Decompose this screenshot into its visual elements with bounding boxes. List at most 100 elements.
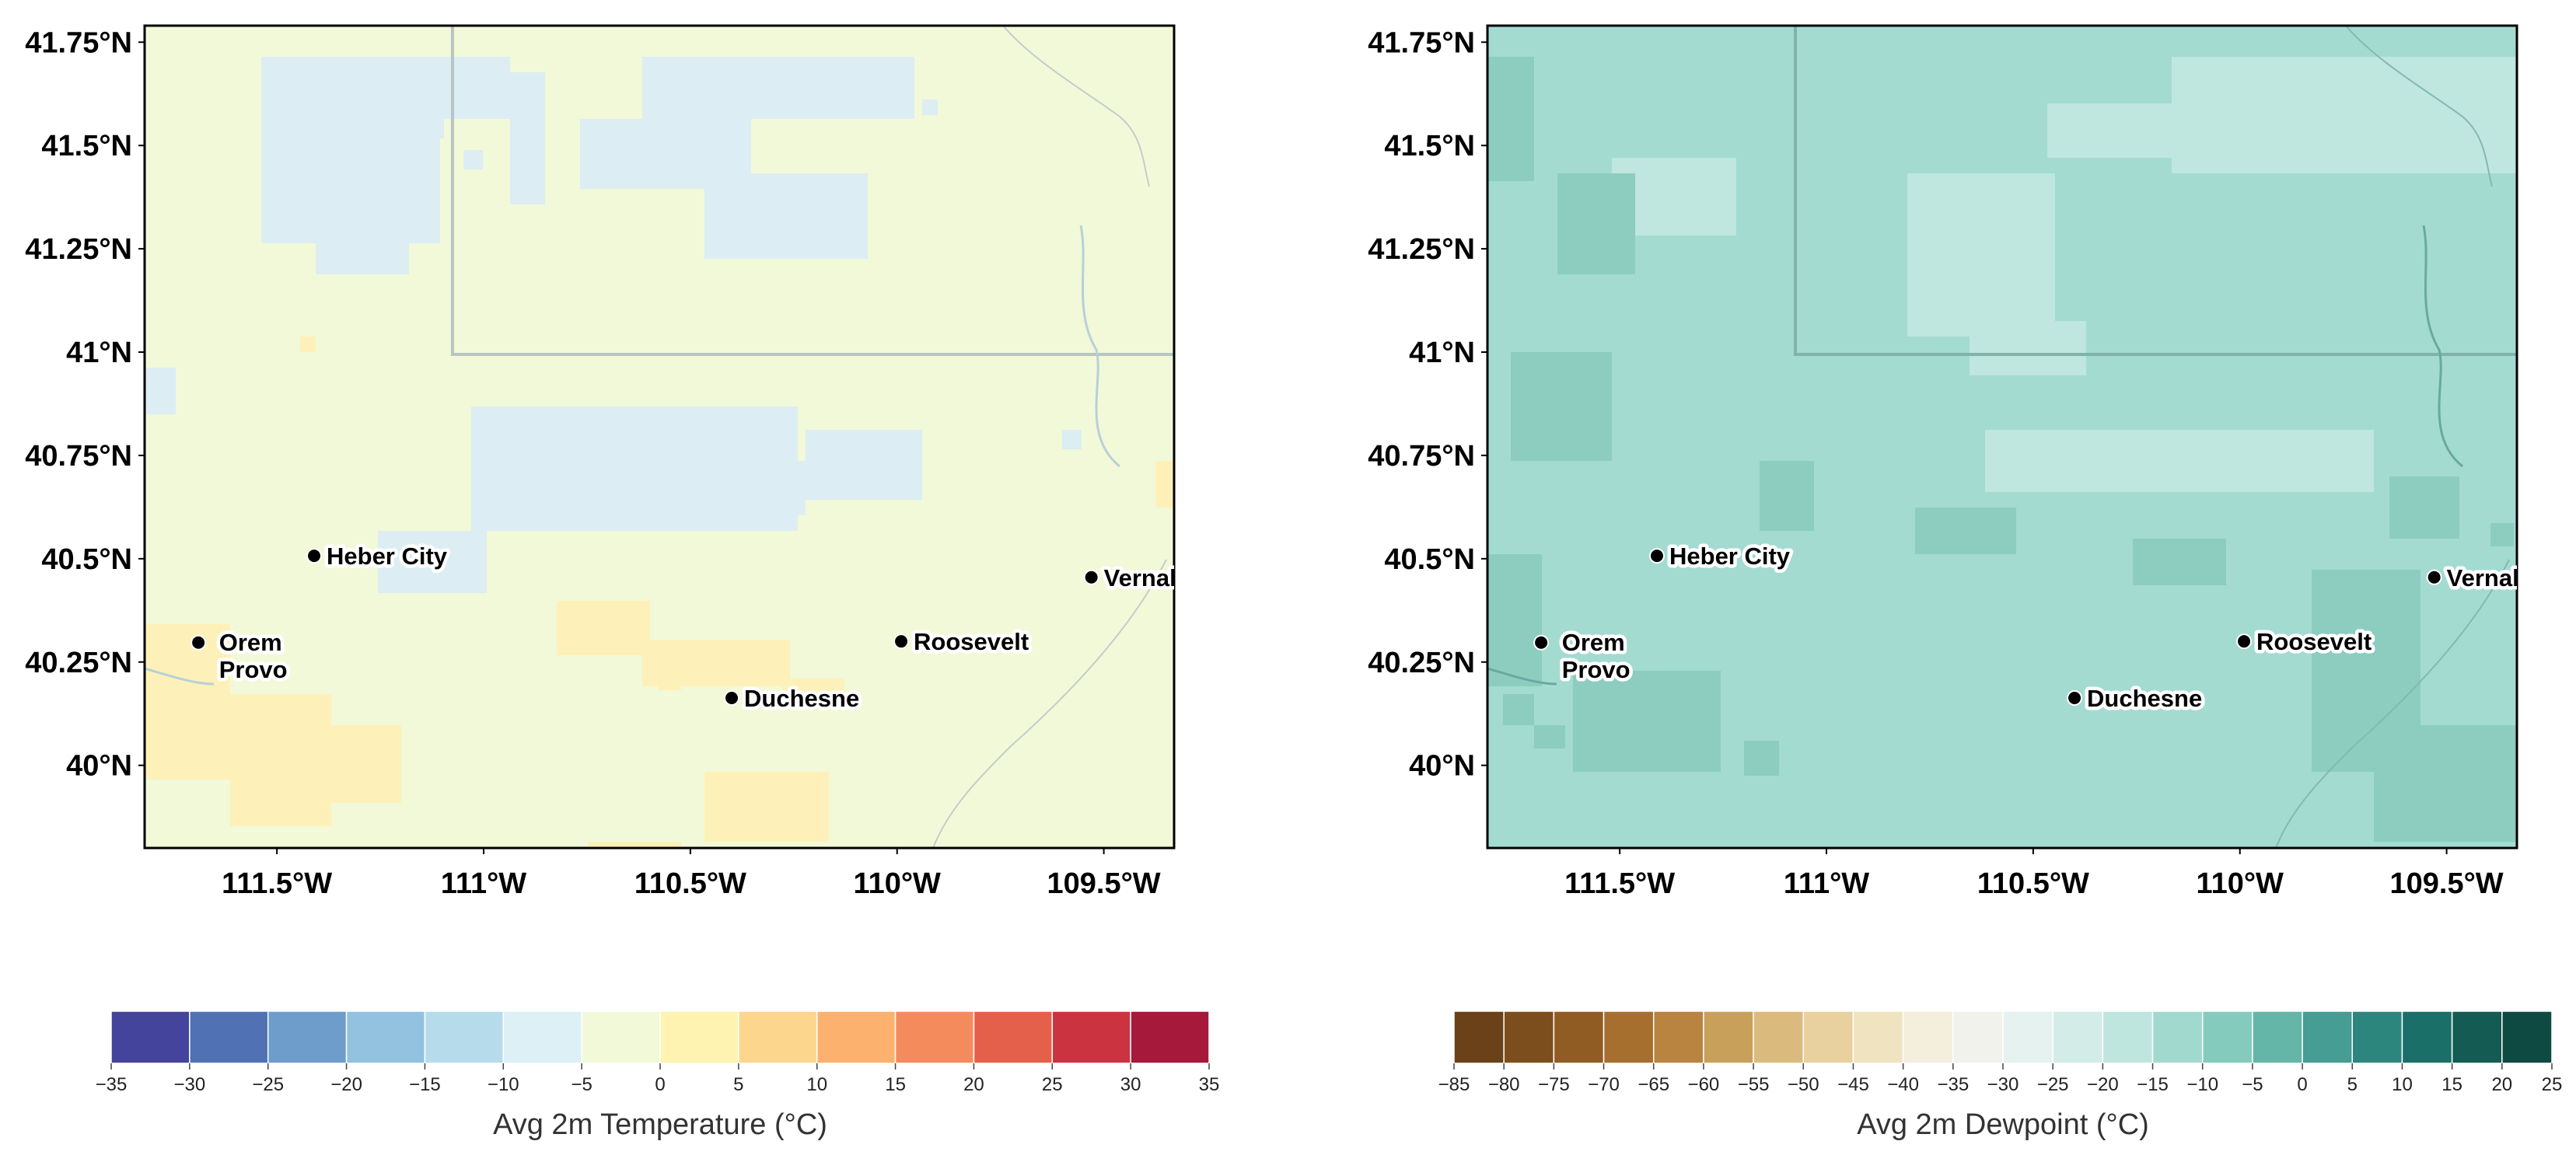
field-patch xyxy=(588,842,681,848)
colorbar-swatch xyxy=(110,1010,190,1064)
colorbar-tick-label: −60 xyxy=(1688,1074,1720,1095)
city-label: Vernal xyxy=(2447,564,2519,591)
colorbar-tick-label: −15 xyxy=(409,1074,441,1095)
colorbar-swatch xyxy=(1553,1010,1605,1064)
lon-tick-label: 111°W xyxy=(441,867,526,900)
field-patch xyxy=(2133,539,2226,585)
city-marker xyxy=(1649,548,1665,564)
colorbar-swatch xyxy=(738,1010,818,1064)
colorbar-tick-label: −20 xyxy=(2087,1074,2119,1095)
city-label: Orem xyxy=(219,629,282,656)
dewpoint-lat-ticks: 41.75°N 41.5°N 41.25°N 41°N 40.75°N 40.5°N 40.… xyxy=(1368,26,1487,783)
field-patch xyxy=(510,72,545,204)
colorbar-swatch xyxy=(1902,1010,1954,1064)
lat-tick-label: 41.75°N xyxy=(25,26,132,59)
lon-tick-label: 111.5°W xyxy=(222,867,332,900)
colorbar-swatch xyxy=(659,1010,739,1064)
colorbar-swatch xyxy=(502,1010,582,1064)
city-label: Heber City xyxy=(1669,543,1791,570)
colorbar-tick-label: −35 xyxy=(96,1074,128,1095)
lat-tick-label: 40.75°N xyxy=(25,440,132,473)
colorbar-tick-label: −10 xyxy=(488,1074,519,1095)
lon-tick-label: 109.5°W xyxy=(2390,867,2504,900)
colorbar-swatch xyxy=(2302,1010,2354,1064)
lat-tick-label: 41.25°N xyxy=(25,233,132,266)
city-label: Heber City xyxy=(327,543,448,570)
field-patch xyxy=(1557,173,1635,274)
colorbar-swatch xyxy=(1503,1010,1555,1064)
city-marker xyxy=(724,690,740,707)
field-patch xyxy=(782,679,844,710)
colorbar-tick-label: 15 xyxy=(885,1074,906,1095)
field-patch xyxy=(2156,445,2335,484)
colorbar-swatch xyxy=(894,1010,975,1064)
field-patch xyxy=(1511,352,1612,461)
city-marker xyxy=(190,634,207,651)
colorbar-swatch xyxy=(2401,1010,2453,1064)
temperature-colorbar: −35 −30 −25 −20 −15 −10 −5 0 5 10 15 20 25 30 35 Avg 2m… xyxy=(96,1010,1219,1141)
field-patch xyxy=(704,173,868,259)
field-patch xyxy=(557,601,650,655)
colorbar-label: Avg 2m Temperature (°C) xyxy=(493,1108,827,1141)
field-patch xyxy=(1062,430,1082,449)
city-marker xyxy=(893,633,910,650)
lon-tick-label: 110°W xyxy=(2197,867,2284,900)
colorbar-tick-label: 25 xyxy=(1042,1074,1063,1095)
lat-tick-label: 41.75°N xyxy=(1368,26,1475,59)
lon-tick-label: 110°W xyxy=(854,867,942,900)
field-patch xyxy=(642,57,914,119)
field-patch xyxy=(704,772,829,842)
colorbar-tick-label: 30 xyxy=(1120,1074,1141,1095)
field-patch xyxy=(230,694,331,826)
colorbar-swatch xyxy=(2151,1010,2204,1064)
lat-tick-label: 40.25°N xyxy=(1368,647,1475,679)
field-patch xyxy=(922,99,938,115)
field-patch xyxy=(1534,725,1565,749)
lon-tick-label: 111.5°W xyxy=(1564,867,1675,900)
colorbar-tick-label: −10 xyxy=(2186,1074,2218,1095)
lat-tick-label: 41.5°N xyxy=(1384,130,1475,162)
colorbar-swatch xyxy=(1453,1010,1505,1064)
temperature-lat-ticks: 41.75°N 41.5°N 41.25°N 41°N 40.75°N 40.5°N 40.… xyxy=(25,26,145,783)
colorbar-swatch xyxy=(1130,1010,1210,1064)
colorbar-swatch xyxy=(267,1010,348,1064)
field-patch xyxy=(1487,554,1542,686)
colorbar-swatch xyxy=(2501,1010,2553,1064)
colorbar-tick-label: −45 xyxy=(1837,1074,1869,1095)
field-patch xyxy=(378,57,510,119)
colorbar-label: Avg 2m Dewpoint (°C) xyxy=(1857,1108,2149,1141)
field-patch xyxy=(145,368,176,414)
colorbar-tick-label: 5 xyxy=(2347,1074,2358,1095)
field-patch xyxy=(145,624,230,780)
field-patch xyxy=(300,337,316,352)
field-patch xyxy=(331,725,401,803)
dewpoint-map-frame xyxy=(1486,24,2518,850)
colorbar-swatch xyxy=(1753,1010,1805,1064)
colorbar-swatch xyxy=(1802,1010,1854,1064)
field-patch xyxy=(1573,671,1721,772)
colorbar-swatch xyxy=(1952,1010,2004,1064)
field-patch xyxy=(463,150,483,169)
dewpoint-map-panel: 41.75°N 41.5°N 41.25°N 41°N 40.75°N 40.5°N 40.… xyxy=(1368,24,2519,900)
colorbar-swatch xyxy=(345,1010,426,1064)
city-marker xyxy=(2236,633,2253,650)
temperature-map-panel: 41.75°N 41.5°N 41.25°N 41°N 40.75°N 40.5°N 40.… xyxy=(25,24,1176,900)
colorbar-swatch xyxy=(973,1010,1054,1064)
lat-tick-label: 40.5°N xyxy=(1384,543,1475,576)
colorbar-swatch xyxy=(2451,1010,2503,1064)
city-label: Vernal xyxy=(1104,564,1176,591)
city-marker xyxy=(2067,690,2083,707)
field-patch xyxy=(2047,103,2203,158)
colorbar-tick-label: 0 xyxy=(2297,1074,2307,1095)
colorbar-tick-label: −50 xyxy=(1788,1074,1819,1095)
colorbar-swatch xyxy=(1852,1010,1904,1064)
field-patch xyxy=(1970,321,2086,375)
lat-tick-label: 40°N xyxy=(1409,750,1475,783)
colorbar-swatch xyxy=(816,1010,897,1064)
temperature-map-frame xyxy=(143,24,1176,850)
field-patch xyxy=(658,671,681,690)
colorbar-swatch xyxy=(189,1010,269,1064)
colorbar-tick-label: −80 xyxy=(1488,1074,1520,1095)
